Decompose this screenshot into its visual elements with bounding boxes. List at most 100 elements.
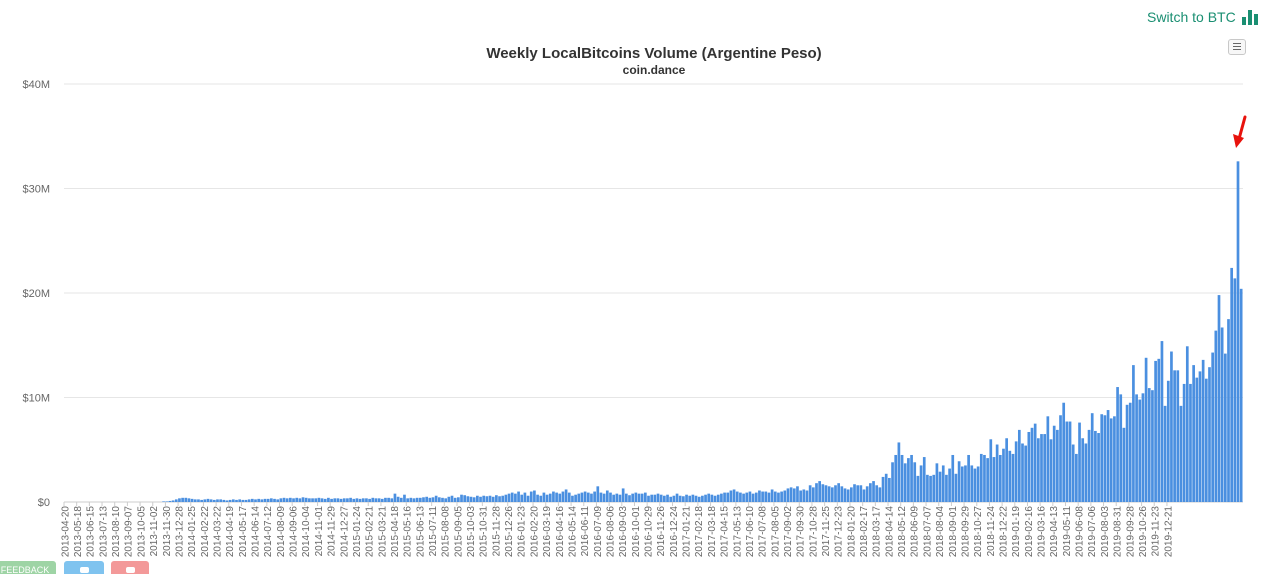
volume-bar[interactable] <box>590 493 593 502</box>
volume-bar[interactable] <box>418 497 422 502</box>
volume-bar[interactable] <box>526 495 530 502</box>
volume-bar[interactable] <box>181 497 184 502</box>
volume-bar[interactable] <box>1040 434 1043 502</box>
volume-bar[interactable] <box>1170 351 1173 502</box>
volume-bar[interactable] <box>1138 399 1142 502</box>
volume-bar[interactable] <box>976 466 980 502</box>
volume-bar[interactable] <box>837 483 841 502</box>
volume-bar[interactable] <box>184 497 188 502</box>
volume-bar[interactable] <box>869 483 872 502</box>
volume-bar[interactable] <box>729 490 733 502</box>
volume-bar[interactable] <box>1109 418 1113 502</box>
volume-bar[interactable] <box>1081 438 1085 502</box>
volume-bar[interactable] <box>545 494 549 503</box>
volume-bar[interactable] <box>266 498 270 502</box>
volume-bar[interactable] <box>884 473 888 502</box>
volume-bar[interactable] <box>1043 434 1047 502</box>
volume-bar[interactable] <box>742 493 745 502</box>
volume-bar[interactable] <box>238 499 241 502</box>
volume-bar[interactable] <box>308 498 311 502</box>
volume-bar[interactable] <box>463 495 467 502</box>
volume-bar[interactable] <box>1179 405 1183 502</box>
volume-bar[interactable] <box>1084 443 1088 502</box>
volume-bar[interactable] <box>342 498 346 502</box>
volume-bar[interactable] <box>289 497 292 502</box>
volume-bar[interactable] <box>517 491 520 502</box>
volume-bar[interactable] <box>856 485 860 502</box>
volume-bar[interactable] <box>1011 453 1015 502</box>
volume-bar[interactable] <box>773 491 777 502</box>
volume-bar[interactable] <box>618 494 622 503</box>
volume-bar[interactable] <box>393 493 397 502</box>
volume-bar[interactable] <box>922 457 926 502</box>
volume-bar[interactable] <box>165 501 169 502</box>
volume-bar[interactable] <box>754 492 758 502</box>
volume-bar[interactable] <box>212 499 216 502</box>
volume-bar[interactable] <box>1106 410 1110 502</box>
volume-bar[interactable] <box>761 491 764 502</box>
volume-bar[interactable] <box>960 466 964 502</box>
volume-bar[interactable] <box>964 465 967 502</box>
volume-bar[interactable] <box>1217 295 1221 502</box>
volume-bar[interactable] <box>1008 450 1012 502</box>
volume-bar[interactable] <box>881 476 885 502</box>
volume-bar[interactable] <box>786 488 790 503</box>
volume-bar[interactable] <box>352 498 356 502</box>
volume-bar[interactable] <box>197 499 200 502</box>
volume-bar[interactable] <box>1236 161 1240 502</box>
volume-bar[interactable] <box>957 461 961 503</box>
volume-bar[interactable] <box>808 485 812 502</box>
volume-bar[interactable] <box>257 498 261 502</box>
volume-bar[interactable] <box>536 494 539 503</box>
volume-bar[interactable] <box>1141 393 1145 502</box>
volume-bar[interactable] <box>339 498 343 502</box>
volume-bar[interactable] <box>295 497 299 502</box>
volume-bar[interactable] <box>1211 352 1214 502</box>
volume-bar[interactable] <box>697 496 701 502</box>
volume-bar[interactable] <box>663 495 666 502</box>
volume-bar[interactable] <box>1024 445 1027 502</box>
volume-bar[interactable] <box>542 492 546 502</box>
volume-bar[interactable] <box>279 498 283 502</box>
volume-bar[interactable] <box>1021 443 1024 502</box>
volume-bar[interactable] <box>374 498 378 502</box>
volume-bar[interactable] <box>1002 448 1005 502</box>
volume-bar[interactable] <box>203 499 207 502</box>
volume-bar[interactable] <box>1033 423 1037 503</box>
volume-bar[interactable] <box>815 483 818 502</box>
volume-bar[interactable] <box>523 492 527 502</box>
volume-bar[interactable] <box>298 498 302 502</box>
volume-bar[interactable] <box>1233 278 1237 502</box>
volume-bar[interactable] <box>219 499 222 502</box>
volume-bar[interactable] <box>1046 416 1050 502</box>
share-button[interactable] <box>111 561 149 574</box>
volume-bar[interactable] <box>583 491 587 502</box>
volume-bar[interactable] <box>716 494 720 503</box>
volume-bar[interactable] <box>555 492 558 502</box>
volume-bar[interactable] <box>973 468 977 502</box>
volume-bar[interactable] <box>187 498 191 502</box>
volume-bar[interactable] <box>178 498 181 502</box>
volume-bar[interactable] <box>907 458 910 502</box>
volume-bar[interactable] <box>685 494 688 503</box>
volume-bar[interactable] <box>926 474 929 502</box>
volume-bar[interactable] <box>314 498 318 502</box>
volume-bar[interactable] <box>409 497 413 502</box>
volume-bar[interactable] <box>672 495 676 502</box>
volume-bar[interactable] <box>390 498 394 502</box>
volume-bar[interactable] <box>346 498 349 502</box>
volume-bar[interactable] <box>1068 421 1072 502</box>
volume-bar[interactable] <box>368 498 371 502</box>
volume-bar[interactable] <box>1065 421 1069 502</box>
volume-bar[interactable] <box>533 490 536 502</box>
volume-bar[interactable] <box>174 499 178 502</box>
volume-bar[interactable] <box>932 474 936 502</box>
volume-bar[interactable] <box>292 498 295 502</box>
volume-bar[interactable] <box>1223 353 1227 502</box>
volume-bar[interactable] <box>998 454 1002 502</box>
volume-bar[interactable] <box>1119 394 1123 503</box>
volume-bar[interactable] <box>827 486 831 502</box>
volume-bar[interactable] <box>209 499 213 502</box>
volume-bar[interactable] <box>333 498 337 502</box>
volume-bar[interactable] <box>1239 288 1243 502</box>
